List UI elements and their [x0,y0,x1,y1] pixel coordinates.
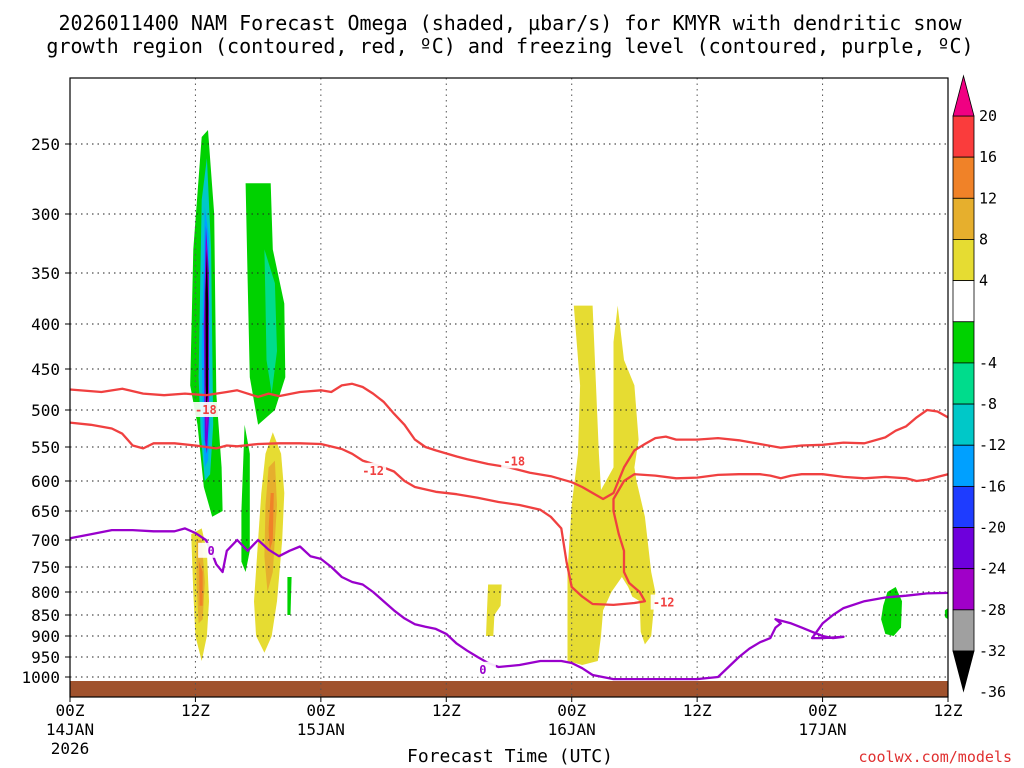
contour-label: -18 [503,454,525,468]
colorbar-label: -36 [979,683,1006,701]
omega-region [567,305,656,665]
omega-region [287,577,292,615]
x-tick-hour: 00Z [808,701,837,720]
omega-shading [190,130,948,665]
contour-label-bg [650,594,677,610]
colorbar-bin [952,115,975,158]
contour-label-bg [360,462,387,478]
colorbar-bin [952,485,975,528]
colorbar-label: 16 [979,148,997,166]
y-tick-label: 850 [31,606,60,625]
x-tick-hour: 12Z [432,701,461,720]
y-tick-label: 700 [31,531,60,550]
y-tick-label: 750 [31,558,60,577]
terrain-surface [70,681,948,697]
contour-label: 0 [479,663,486,677]
y-tick-label: 450 [31,360,60,379]
colorbar-bin [952,280,975,323]
colorbar-bin [952,403,975,446]
dgz-minus18-upper-line [69,382,949,501]
colorbar-label: 4 [979,272,988,290]
x-axis-title: Forecast Time (UTC) [407,746,613,767]
omega-region [486,584,502,636]
contour-label: 0 [207,544,214,558]
omega-region [205,249,209,410]
omega-region [199,561,203,606]
colorbar-bin [952,197,975,240]
x-tick-day: 16JAN [548,720,596,739]
colorbar-label: -20 [979,519,1006,537]
grid-lines [70,78,948,697]
plot-frame [69,77,949,698]
colorbar-bin [952,527,975,570]
contour-label-bg [198,542,225,558]
colorbar-label: -16 [979,477,1006,495]
colorbar-label: -4 [979,354,997,372]
omega-region [881,587,902,636]
y-tick-label: 550 [31,438,60,457]
y-tick-label: 350 [31,264,60,283]
x-tick-hour: 12Z [181,701,210,720]
colorbar-bin [952,444,975,487]
omega-region [245,183,286,425]
colorbar-label: -8 [979,395,997,413]
x-tick-hour: 00Z [56,701,85,720]
colorbar-bin [952,568,975,611]
terrain-band [70,681,948,697]
contour-label-bg [501,453,528,469]
y-tick-label: 800 [31,583,60,602]
y-axis-ticks: 250 300 350 400 450 500 550 600 650 700 750 800 850 9… [21,135,70,687]
y-tick-label: 300 [31,205,60,224]
freezing-level-line [69,527,949,681]
colorbar-label: -24 [979,560,1006,578]
x-tick-year: 2026 [51,739,90,758]
contour-label: -12 [362,464,384,478]
y-tick-label: 1000 [21,668,60,687]
y-tick-label: 500 [31,401,60,420]
y-tick-label: 950 [31,648,60,667]
omega-region [944,608,948,620]
y-tick-label: 600 [31,472,60,491]
contour-label-bg [192,402,219,417]
omega-region [264,249,277,394]
x-tick-day: 14JAN [46,720,94,739]
x-tick-day: 17JAN [798,720,846,739]
colorbar-bin [952,362,975,405]
x-tick-hour: 00Z [557,701,586,720]
colorbar-label: 20 [979,107,997,125]
credit-link[interactable]: coolwx.com/models [858,748,1012,766]
x-tick-hour: 12Z [934,701,963,720]
dgz-minus12-lower-line [69,421,949,607]
y-tick-label: 400 [31,315,60,334]
colorbar-label: -12 [979,436,1006,454]
y-tick-label: 250 [31,135,60,154]
y-tick-label: 650 [31,502,60,521]
colorbar-max-arrow [952,74,975,117]
x-tick-hour: 00Z [306,701,335,720]
chart-title-line-1: 2026011400 NAM Forecast Omega (shaded, µ… [58,11,962,35]
colorbar-bin [952,609,975,652]
omega-region [241,424,250,572]
colorbar-label: 8 [979,230,988,248]
x-tick-day: 15JAN [297,720,345,739]
contour-label-bg [469,661,496,677]
colorbar-bin [952,321,975,364]
y-tick-label: 900 [31,627,60,646]
colorbar: 20 16 12 8 4 -4 -8 -12 -16 -20 -24 -28 -32 -36 [952,74,1006,701]
chart-title-line-2: growth region (contoured, red, ºC) and f… [46,34,973,58]
contour-label: -12 [653,596,675,610]
colorbar-label: 12 [979,189,997,207]
colorbar-label: -28 [979,601,1006,619]
contour-label: -18 [195,403,217,417]
colorbar-bin [952,156,975,199]
omega-region [268,493,274,551]
x-tick-hour: 12Z [683,701,712,720]
colorbar-min-arrow [952,650,975,693]
colorbar-bin [952,239,975,282]
colorbar-label: -32 [979,642,1006,660]
